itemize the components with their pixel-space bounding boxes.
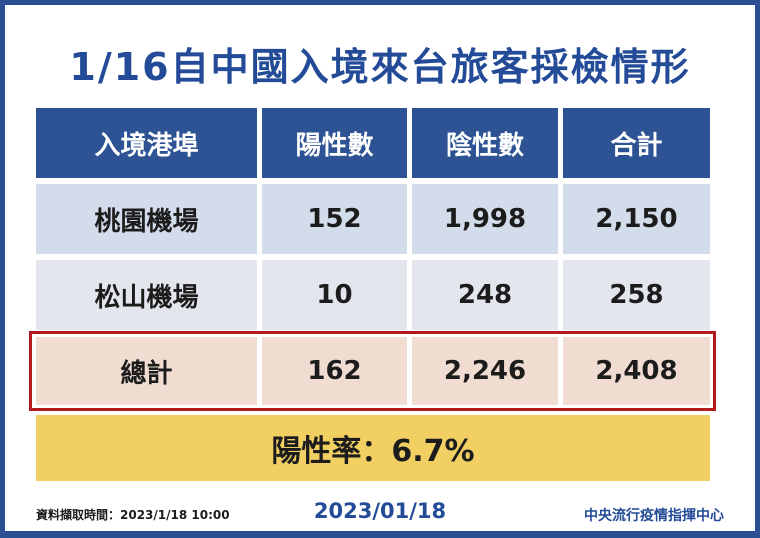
row-total-port: 總計	[36, 337, 257, 405]
header-port: 入境港埠	[36, 108, 257, 178]
source-agency: 中央流行疫情指揮中心	[584, 508, 724, 524]
header-positive: 陽性數	[262, 108, 407, 178]
header-total: 合計	[563, 108, 710, 178]
row-taoyuan-total: 2,150	[563, 184, 710, 254]
header-negative: 陰性數	[412, 108, 558, 178]
row-songshan-positive: 10	[262, 260, 407, 330]
row-songshan-negative: 248	[412, 260, 558, 330]
row-taoyuan-positive: 152	[262, 184, 407, 254]
page-title: 1/16自中國入境來台旅客採檢情形	[69, 45, 691, 89]
row-total-negative: 2,246	[412, 337, 558, 405]
row-total-total: 2,408	[563, 337, 710, 405]
total-row-highlight	[29, 331, 716, 411]
publish-date: 2023/01/18	[313, 499, 447, 523]
row-total-positive: 162	[262, 337, 407, 405]
data-timestamp: 資料擷取時間：2023/1/18 10:00	[36, 508, 230, 522]
row-taoyuan-negative: 1,998	[412, 184, 558, 254]
row-taoyuan-port: 桃園機場	[36, 184, 257, 254]
row-songshan-total: 258	[563, 260, 710, 330]
row-songshan-port: 松山機場	[36, 260, 257, 330]
positive-rate-banner: 陽性率：6.7%	[36, 415, 710, 481]
